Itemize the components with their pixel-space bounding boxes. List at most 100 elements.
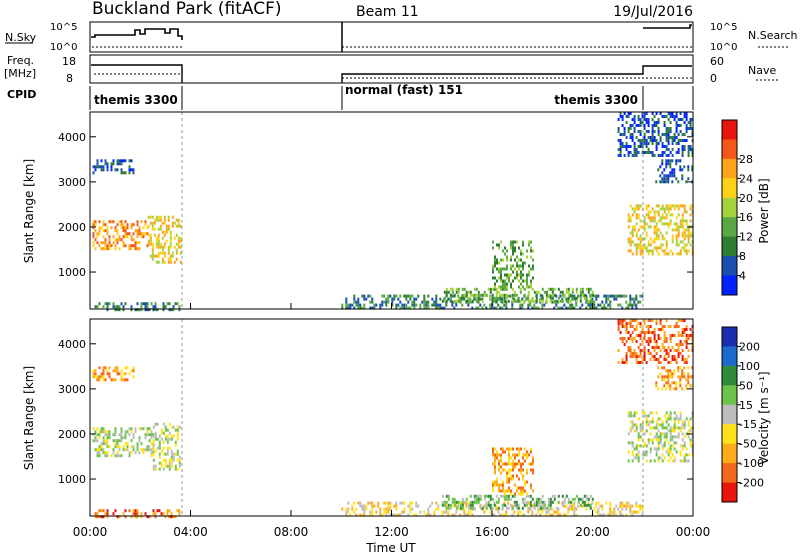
power-data-cell — [94, 229, 97, 233]
x-tick-label: 00:00 — [73, 525, 108, 539]
power-data-cell — [451, 300, 454, 304]
power-data-cell — [155, 254, 158, 258]
velocity-data-cell — [510, 492, 512, 496]
power-data-cell — [569, 306, 572, 310]
velocity-data-cell — [146, 433, 149, 437]
power-data-cell — [505, 293, 508, 297]
power-data-cell — [633, 297, 636, 301]
power-data-cell — [589, 287, 592, 291]
velocity-data-cell — [144, 448, 147, 452]
power-data-cell — [455, 287, 458, 291]
velocity-data-cell — [498, 462, 500, 466]
power-data-cell — [153, 221, 156, 225]
velocity-data-cell — [547, 510, 550, 514]
power-data-cell — [675, 151, 678, 154]
power-data-cell — [506, 282, 508, 286]
power-colorbar-segment — [722, 236, 737, 257]
power-data-cell — [645, 204, 648, 208]
power-data-cell — [520, 270, 522, 274]
power-data-cell — [483, 293, 486, 297]
velocity-data-cell — [114, 433, 117, 437]
velocity-colorbar-segment — [722, 482, 737, 503]
velocity-data-cell — [530, 462, 532, 466]
power-data-cell — [689, 243, 692, 247]
power-data-cell — [163, 242, 166, 246]
power-data-cell — [96, 232, 99, 236]
power-data-cell — [528, 264, 530, 268]
power-data-cell — [639, 130, 642, 133]
velocity-data-cell — [619, 322, 622, 325]
velocity-data-cell — [653, 459, 656, 463]
velocity-data-cell — [104, 433, 107, 437]
velocity-data-cell — [655, 411, 658, 415]
velocity-data-cell — [443, 503, 446, 507]
velocity-data-cell — [555, 506, 558, 510]
nsearch-tick-top: 10^5 — [710, 22, 737, 33]
power-data-cell — [651, 207, 654, 211]
velocity-data-cell — [687, 366, 690, 370]
velocity-data-cell — [509, 497, 512, 501]
power-data-cell — [98, 232, 101, 236]
power-data-cell — [643, 124, 646, 127]
power-data-cell — [522, 240, 524, 244]
power-data-cell — [134, 241, 137, 245]
velocity-data-cell — [645, 453, 648, 457]
velocity-data-cell — [651, 426, 654, 430]
power-data-cell — [685, 124, 688, 127]
power-data-cell — [413, 300, 416, 304]
velocity-data-cell — [377, 504, 380, 508]
nsky-tick-top: 10^5 — [50, 22, 77, 33]
power-colorbar-tick-label: 12 — [739, 231, 753, 244]
power-data-cell — [122, 229, 125, 233]
power-data-cell — [661, 237, 664, 241]
velocity-data-cell — [130, 430, 133, 434]
velocity-data-cell — [508, 450, 510, 454]
velocity-data-cell — [512, 462, 514, 466]
power-data-cell — [531, 287, 534, 291]
velocity-data-cell — [475, 494, 478, 498]
velocity-data-cell — [164, 437, 167, 441]
power-data-cell — [381, 294, 384, 298]
power-data-cell — [633, 210, 636, 214]
power-data-cell — [655, 249, 658, 253]
power-data-cell — [120, 168, 123, 172]
velocity-data-cell — [657, 417, 660, 421]
power-data-cell — [609, 300, 612, 304]
velocity-data-cell — [669, 429, 672, 433]
power-data-cell — [167, 248, 170, 252]
power-data-cell — [130, 235, 133, 239]
velocity-data-cell — [345, 507, 348, 511]
power-data-cell — [655, 142, 658, 145]
velocity-data-cell — [505, 506, 508, 510]
power-data-cell — [655, 222, 658, 226]
velocity-data-cell — [516, 486, 518, 490]
power-data-cell — [120, 238, 123, 242]
power-data-cell — [494, 276, 496, 280]
power-data-cell — [673, 174, 676, 178]
velocity-data-cell — [663, 435, 666, 439]
power-data-cell — [423, 294, 426, 298]
power-data-cell — [661, 213, 664, 217]
power-colorbar-segment — [722, 197, 737, 218]
velocity-data-cell — [523, 497, 526, 501]
velocity-data-cell — [617, 349, 620, 352]
velocity-data-cell — [659, 322, 662, 325]
power-data-cell — [619, 112, 622, 115]
velocity-data-cell — [637, 432, 640, 436]
power-data-cell — [108, 241, 111, 245]
power-data-cell — [506, 258, 508, 262]
velocity-data-cell — [637, 346, 640, 349]
velocity-data-cell — [164, 452, 167, 456]
velocity-data-cell — [96, 375, 99, 379]
power-data-cell — [110, 165, 113, 169]
power-colorbar-tick-label: 28 — [739, 153, 753, 166]
velocity-data-cell — [92, 369, 95, 373]
velocity-data-cell — [673, 358, 676, 361]
power-data-cell — [163, 245, 166, 249]
power-data-cell — [665, 162, 668, 166]
velocity-data-cell — [549, 513, 552, 517]
velocity-data-cell — [685, 432, 688, 436]
power-data-cell — [465, 290, 468, 294]
velocity-data-cell — [363, 513, 366, 517]
